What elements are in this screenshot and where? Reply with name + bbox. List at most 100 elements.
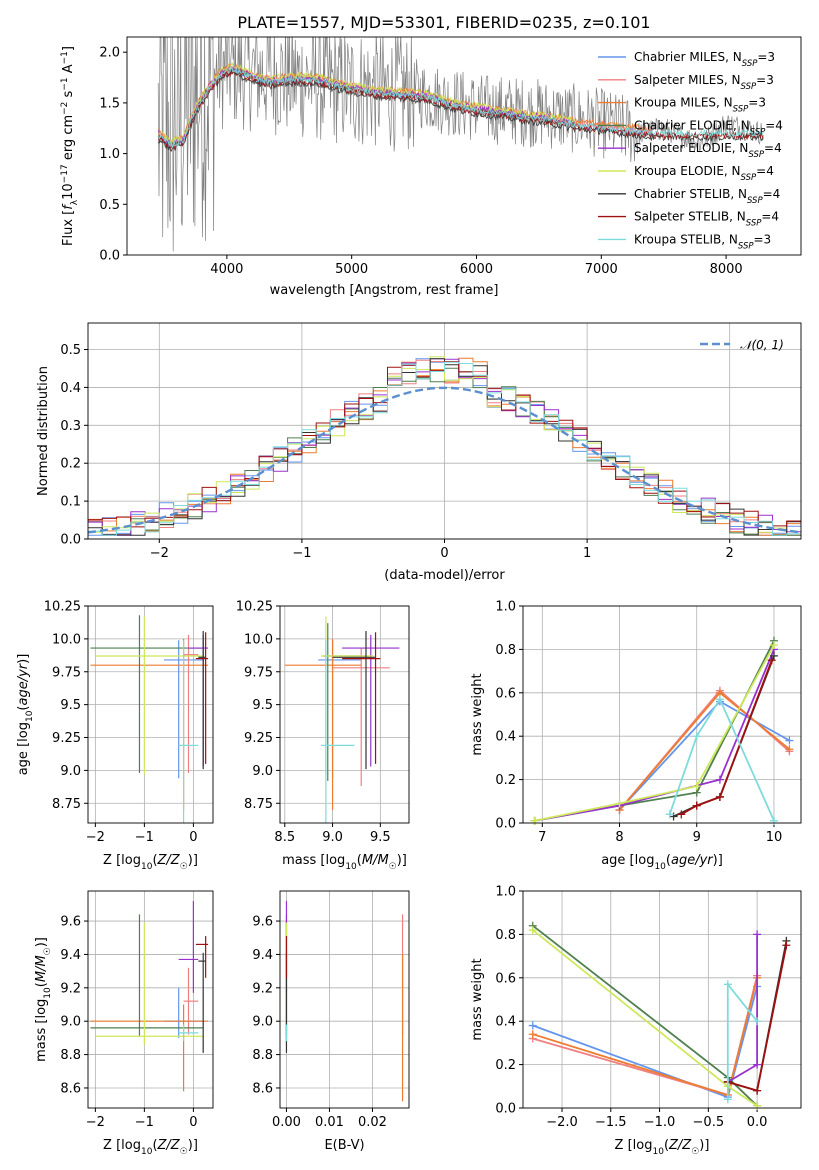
- y-axis-label: age [log10(age/yr)]: [16, 654, 35, 776]
- x-tick-label: 4000: [210, 262, 243, 277]
- x-tick-label: 7000: [585, 262, 618, 277]
- x-tick-label: 1: [583, 546, 591, 561]
- label-part: Z [log: [103, 1138, 141, 1153]
- legend-label: Salpeter ELODIE, NSSP=4: [634, 141, 782, 160]
- label-part: )]: [34, 937, 49, 947]
- legend-value: =4: [764, 141, 782, 155]
- point-kroupa-elodie: [692, 782, 701, 791]
- label-part: λ: [70, 199, 80, 205]
- weight-line-chabrier-miles: [532, 986, 758, 1099]
- y-tick-label: 1.0: [495, 885, 516, 900]
- legend-text: Salpeter MILES, N: [634, 73, 741, 87]
- panel-mass_vs_ebv: 0.00 0.01 0.02 8.6 8.8 9.0 9.2 9.4 9.6 E(B-V): [252, 890, 410, 1153]
- y-tick-label: 9.6: [60, 915, 81, 930]
- x-tick-label: 0: [440, 546, 448, 561]
- x-tick-label: 9: [693, 830, 701, 845]
- label-part: 10: [141, 1147, 153, 1157]
- legend-text: Kroupa MILES, N: [634, 96, 733, 110]
- y-tick-label: 0.0: [495, 817, 516, 832]
- legend-subscript: SSP: [750, 127, 766, 137]
- axes-frame: [279, 890, 410, 1109]
- legend-label: Kroupa ELODIE, NSSP=4: [634, 164, 774, 183]
- x-tick-label: 6000: [460, 262, 493, 277]
- x-axis-label: Z [log10(Z/Z☉)]: [615, 1138, 710, 1157]
- weight-line-chabrier-elodie: [532, 924, 758, 1107]
- y-tick-label: 0.8: [495, 928, 516, 943]
- y-tick-label: 0.8: [495, 643, 516, 658]
- point-kroupa-elodie: [753, 1101, 762, 1110]
- y-tick-label: 1.0: [495, 600, 516, 615]
- x-tick-label: 0.01: [315, 1115, 344, 1130]
- x-axis-label: mass [log10(M/M☉)]: [282, 853, 407, 872]
- histogram-area: [88, 356, 801, 536]
- y-tick-label: 0.6: [495, 686, 516, 701]
- point-salpeter-stelib: [677, 810, 686, 819]
- legend-value: =3: [748, 96, 766, 110]
- y-tick-label: 9.75: [244, 665, 273, 680]
- legend-label: Chabrier STELIB, NSSP=4: [634, 187, 780, 206]
- x-tick-label: 10: [766, 830, 783, 845]
- weight-line-kroupa-elodie: [534, 644, 775, 822]
- label-part: 10: [141, 862, 153, 872]
- x-tick-label: −2: [150, 546, 169, 561]
- point-salpeter-elodie: [753, 930, 762, 939]
- label-part: )]: [713, 853, 723, 868]
- point-kroupa-miles: [528, 1030, 537, 1039]
- x-tick-label: 8.5: [274, 830, 295, 845]
- label-part: M/M: [34, 955, 49, 982]
- point-kroupa-elodie: [528, 926, 537, 935]
- legend-value: =3: [757, 50, 775, 64]
- x-tick-label: 0: [189, 1115, 197, 1130]
- point-kroupa-stelib: [723, 980, 732, 989]
- legend-value: =4: [765, 118, 783, 132]
- point-salpeter-elodie: [715, 775, 724, 784]
- label-part: age [log: [601, 853, 654, 868]
- histogram-kroupa-stelib: [88, 361, 801, 536]
- legend-text: Salpeter STELIB, N: [634, 210, 746, 224]
- label-part: 10: [652, 1147, 664, 1157]
- y-tick-label: 10.0: [244, 632, 273, 647]
- x-tick-label: −2.0: [546, 1115, 578, 1130]
- y-tick-label: 2.0: [99, 46, 120, 61]
- y-tick-label: 0.2: [60, 457, 81, 472]
- y-tick-label: 0.4: [495, 730, 516, 745]
- legend-subscript: SSP: [733, 105, 749, 115]
- weight-line-chabrier-elodie: [534, 640, 775, 822]
- label-part: (: [16, 706, 31, 711]
- y-axis-label: mass weight: [470, 958, 485, 1040]
- x-tick-label: 2: [726, 546, 734, 561]
- y-axis-label: Flux [fλ10−17 erg cm−2 s−1 A−1]: [60, 46, 80, 246]
- x-tick-label: −1: [135, 830, 154, 845]
- x-tick-label: 0.00: [272, 1115, 301, 1130]
- weight-line-salpeter-stelib: [680, 659, 773, 816]
- weight-line-salpeter-elodie: [727, 934, 758, 1083]
- y-tick-label: 9.75: [52, 665, 81, 680]
- point-kroupa-stelib: [769, 816, 778, 825]
- axes-frame: [279, 605, 410, 824]
- label-part: age/yr: [16, 662, 31, 705]
- x-axis-label: Z [log10(Z/Z☉)]: [103, 853, 198, 872]
- legend-text: Salpeter ELODIE, N: [634, 141, 748, 155]
- y-tick-label: 0.6: [495, 971, 516, 986]
- legend-label: Salpeter MILES, NSSP=3: [634, 73, 774, 92]
- y-tick-label: 0.4: [60, 381, 81, 396]
- legend-text: Kroupa STELIB, N: [634, 232, 738, 246]
- weight-line-kroupa-elodie: [532, 929, 758, 1107]
- legend-value: =3: [756, 73, 774, 87]
- y-tick-label: 0.1: [60, 495, 81, 510]
- point-kroupa-elodie: [615, 799, 624, 808]
- y-tick-label: 10.0: [52, 632, 81, 647]
- x-tick-label: 9.5: [370, 830, 391, 845]
- label-part: Z/Z: [157, 853, 181, 868]
- legend-subscript: SSP: [746, 219, 762, 229]
- x-axis-label: (data-model)/error: [384, 568, 505, 583]
- point-kroupa-stelib: [723, 1095, 732, 1104]
- x-tick-label: 0: [189, 830, 197, 845]
- label-part: f: [61, 203, 76, 210]
- y-tick-label: 9.4: [60, 948, 81, 963]
- y-tick-label: 9.2: [60, 981, 81, 996]
- data-spectrum-line: [157, 37, 764, 252]
- point-salpeter-stelib: [715, 792, 724, 801]
